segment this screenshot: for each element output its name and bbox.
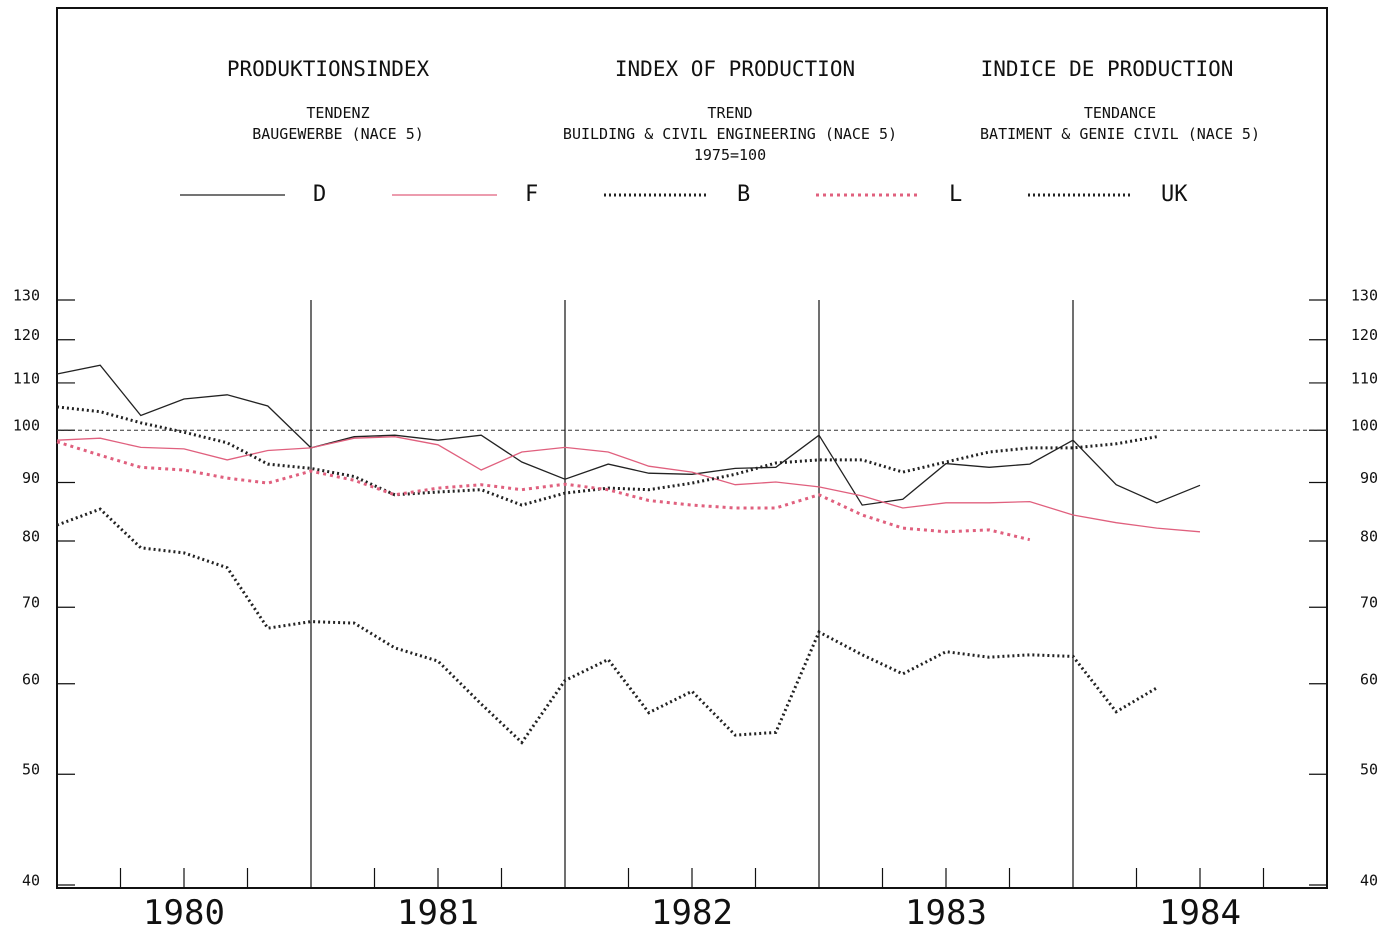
subtitle: TREND — [707, 104, 752, 122]
series-line — [56, 436, 1201, 533]
x-tick-label: 1980 — [143, 893, 225, 930]
y-tick-label: 60 — [1360, 670, 1378, 688]
y-tick-label: 110 — [1351, 369, 1378, 387]
series-line — [56, 507, 1158, 745]
y-tick-label: 130 — [1351, 287, 1378, 305]
y-tick-label: 120 — [1351, 326, 1378, 344]
title: INDICE DE PRODUCTION — [981, 57, 1234, 81]
x-tick-label: 1984 — [1159, 893, 1241, 930]
y-tick-label: 110 — [13, 369, 40, 387]
y-tick-label: 50 — [1360, 761, 1378, 779]
legend-label: L — [949, 182, 962, 207]
y-tick-label: 70 — [1360, 594, 1378, 612]
series-line — [56, 364, 1201, 506]
y-tick-label: 100 — [1351, 417, 1378, 435]
subtitle: BUILDING & CIVIL ENGINEERING (NACE 5) — [563, 125, 897, 143]
x-tick-label: 1982 — [651, 893, 733, 930]
series-line — [56, 405, 1158, 507]
subtitle: 1975=100 — [694, 146, 766, 164]
y-tick-label: 40 — [22, 872, 40, 890]
y-tick-label: 120 — [13, 326, 40, 344]
title: INDEX OF PRODUCTION — [615, 57, 855, 81]
y-tick-label: 40 — [1360, 872, 1378, 890]
subtitle: TENDENZ — [306, 104, 369, 122]
y-tick-label: 80 — [22, 527, 40, 545]
title: PRODUKTIONSINDEX — [227, 57, 430, 81]
y-tick-label: 60 — [22, 670, 40, 688]
y-tick-label: 90 — [1360, 469, 1378, 487]
y-tick-label: 70 — [22, 594, 40, 612]
x-tick-label: 1981 — [397, 893, 479, 930]
y-tick-label: 130 — [13, 287, 40, 305]
subtitle: TENDANCE — [1084, 104, 1156, 122]
series-line — [56, 440, 1031, 542]
y-tick-label: 80 — [1360, 527, 1378, 545]
subtitle: BAUGEWERBE (NACE 5) — [252, 125, 424, 143]
legend-label: B — [737, 182, 750, 207]
x-tick-label: 1983 — [905, 893, 987, 930]
y-tick-label: 100 — [13, 417, 40, 435]
legend-label: UK — [1161, 182, 1188, 207]
legend-label: F — [525, 182, 538, 207]
y-tick-label: 50 — [22, 761, 40, 779]
subtitle: BATIMENT & GENIE CIVIL (NACE 5) — [980, 125, 1260, 143]
legend-label: D — [313, 182, 326, 207]
y-tick-label: 90 — [22, 469, 40, 487]
